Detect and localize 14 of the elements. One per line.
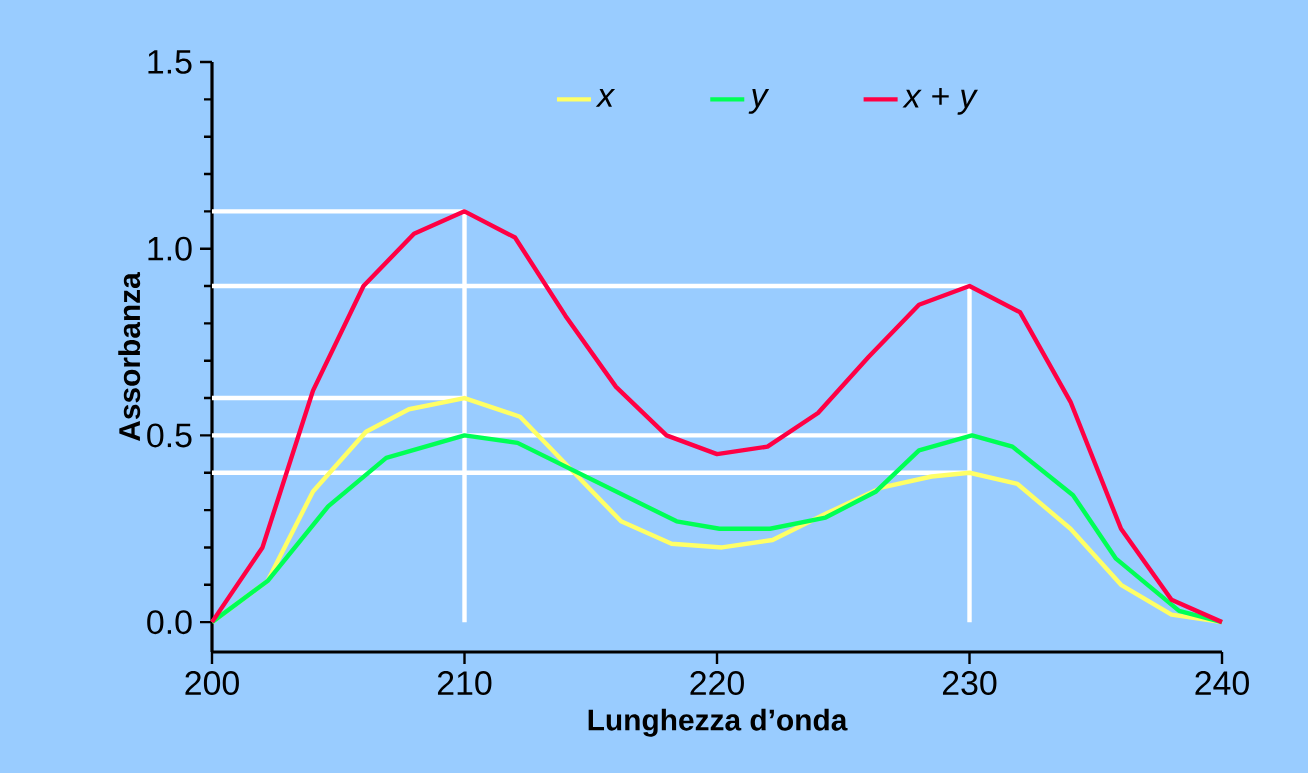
x-tick-label: 240 [1195, 671, 1249, 696]
legend-label: x [595, 88, 616, 107]
y-tick-label: 0.5 [147, 423, 192, 448]
x-tick-label: 210 [437, 671, 492, 696]
x-tick-label: 220 [690, 671, 744, 696]
y-tick-label: 1.5 [148, 50, 192, 74]
y-tick-label: 0.0 [147, 610, 192, 635]
x-tick-label: 200 [185, 671, 239, 696]
y-tick-label: 1.0 [148, 236, 192, 261]
x-tick-label: 230 [942, 671, 997, 696]
x-axis-title: Lunghezza d’onda [588, 708, 848, 737]
legend-label: y [748, 88, 770, 114]
legend-label: x + y [902, 88, 978, 115]
y-axis-title: Assorbanza [118, 272, 141, 441]
